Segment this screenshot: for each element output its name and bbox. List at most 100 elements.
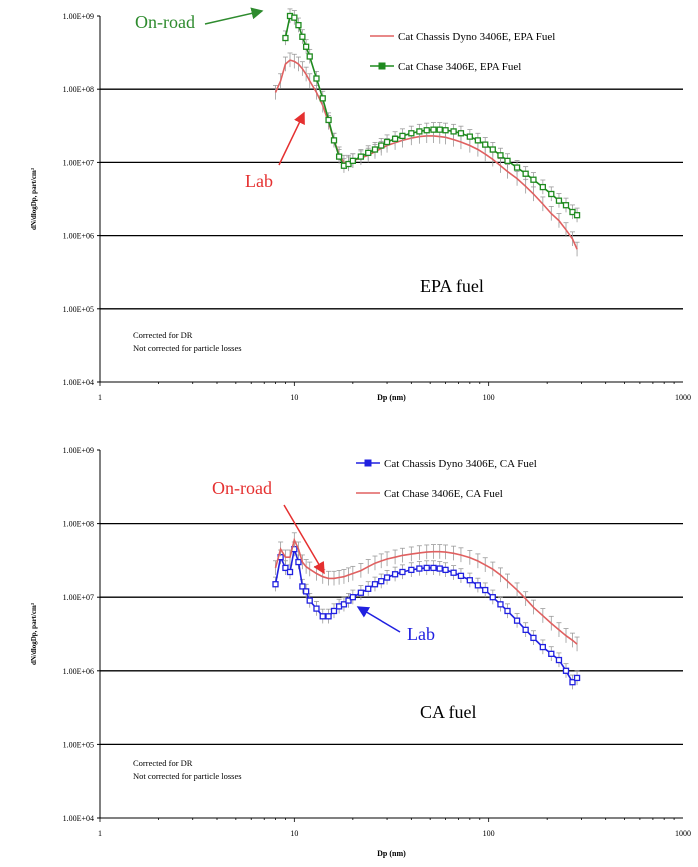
data-point <box>349 594 356 601</box>
data-point <box>430 564 437 572</box>
data-point <box>357 153 365 160</box>
data-point <box>299 583 306 590</box>
data-point <box>474 582 482 589</box>
data-point <box>345 597 352 604</box>
x-tick-label: 10 <box>290 829 298 838</box>
data-point <box>555 197 563 204</box>
data-point <box>573 674 581 682</box>
y-axis-label: dN/dlogDp, part/cm³ <box>30 603 38 665</box>
data-point <box>466 133 473 140</box>
data-point <box>319 95 326 102</box>
legend: Cat Chassis Dyno 3406E, CA Fuel Cat Chase… <box>356 458 537 500</box>
x-tick-label: 1 <box>98 829 102 838</box>
legend-marker <box>378 62 386 70</box>
data-point <box>573 212 581 219</box>
data-point <box>378 142 385 149</box>
legend-label: Cat Chassis Dyno 3406E, EPA Fuel <box>398 31 555 43</box>
data-point <box>489 594 496 601</box>
series-2 <box>282 8 581 223</box>
data-point <box>272 581 279 588</box>
data-point <box>539 183 546 191</box>
data-point <box>302 43 310 50</box>
data-point <box>302 588 310 595</box>
data-point <box>399 132 406 140</box>
series-line <box>274 59 578 250</box>
data-point <box>430 126 437 133</box>
data-point <box>365 149 372 157</box>
y-tick-label: 1.00E+07 <box>63 593 94 602</box>
data-point <box>562 202 570 209</box>
data-point <box>408 130 415 137</box>
data-point <box>513 164 521 171</box>
data-point <box>325 613 332 620</box>
x-tick-label: 100 <box>483 829 495 838</box>
legend-label: Cat Chase 3406E, CA Fuel <box>384 488 503 500</box>
x-axis-label: Dp (nm) <box>377 393 406 402</box>
data-point <box>482 141 489 148</box>
data-point <box>299 33 306 40</box>
data-point <box>383 574 391 581</box>
series-line <box>274 537 578 645</box>
data-point <box>562 667 570 674</box>
series-1 <box>273 52 580 257</box>
annotation-arrow <box>204 7 264 25</box>
data-point <box>357 589 365 596</box>
data-point <box>457 572 465 580</box>
data-point <box>291 14 298 21</box>
y-tick-label: 1.00E+07 <box>63 158 94 167</box>
data-point <box>391 571 399 578</box>
fuel-label: EPA fuel <box>420 276 484 296</box>
data-point <box>522 170 529 177</box>
data-point <box>442 127 449 134</box>
data-point <box>513 617 521 624</box>
x-tick-label: 1000 <box>675 829 691 838</box>
data-point <box>466 577 473 584</box>
y-tick-label: 1.00E+09 <box>63 446 94 455</box>
data-point <box>530 176 537 183</box>
note-text: Not corrected for particle losses <box>133 771 242 781</box>
data-point <box>335 153 343 160</box>
data-point <box>548 650 555 657</box>
data-point <box>548 190 555 198</box>
x-tick-label: 100 <box>483 393 495 402</box>
data-point <box>423 127 430 134</box>
y-tick-label: 1.00E+04 <box>63 814 94 823</box>
chart-panel-1: 1.00E+04 1.00E+05 1.00E+06 1.00E+07 1.00E+08… <box>30 7 691 402</box>
y-tick-label: 1.00E+04 <box>63 378 94 387</box>
annotation-arrow <box>278 111 305 166</box>
chart-panel-2: 1.00E+04 1.00E+05 1.00E+06 1.00E+07 1.00E+08… <box>30 446 691 858</box>
data-point <box>286 568 294 576</box>
data-point <box>555 656 563 664</box>
legend-label: Cat Chassis Dyno 3406E, CA Fuel <box>384 458 537 470</box>
data-point <box>408 566 415 574</box>
data-point <box>450 569 457 576</box>
data-point <box>313 75 320 82</box>
data-point <box>489 146 496 153</box>
data-point <box>442 566 449 574</box>
annotation-label: On-road <box>212 478 272 498</box>
data-point <box>436 565 443 572</box>
y-tick-label: 1.00E+08 <box>63 85 94 94</box>
annotation-label: On-road <box>135 12 195 32</box>
x-tick-label: 10 <box>290 393 298 402</box>
data-point <box>457 130 465 137</box>
data-point <box>371 581 379 588</box>
data-point <box>399 568 406 576</box>
x-tick-label: 1000 <box>675 393 691 402</box>
data-point <box>497 152 504 159</box>
legend-label: Cat Chase 3406E, EPA Fuel <box>398 61 521 73</box>
x-tick-label: 1 <box>98 393 102 402</box>
data-point <box>474 137 482 144</box>
data-point <box>295 21 302 29</box>
annotation-arrow <box>356 606 401 633</box>
y-tick-label: 1.00E+05 <box>63 740 94 749</box>
data-point <box>295 558 302 566</box>
data-point <box>504 607 511 615</box>
y-tick-label: 1.00E+06 <box>63 232 94 241</box>
data-point <box>306 597 313 604</box>
data-point <box>416 565 423 572</box>
y-tick-label: 1.00E+05 <box>63 305 94 314</box>
data-point <box>319 613 326 620</box>
data-point <box>539 643 546 651</box>
